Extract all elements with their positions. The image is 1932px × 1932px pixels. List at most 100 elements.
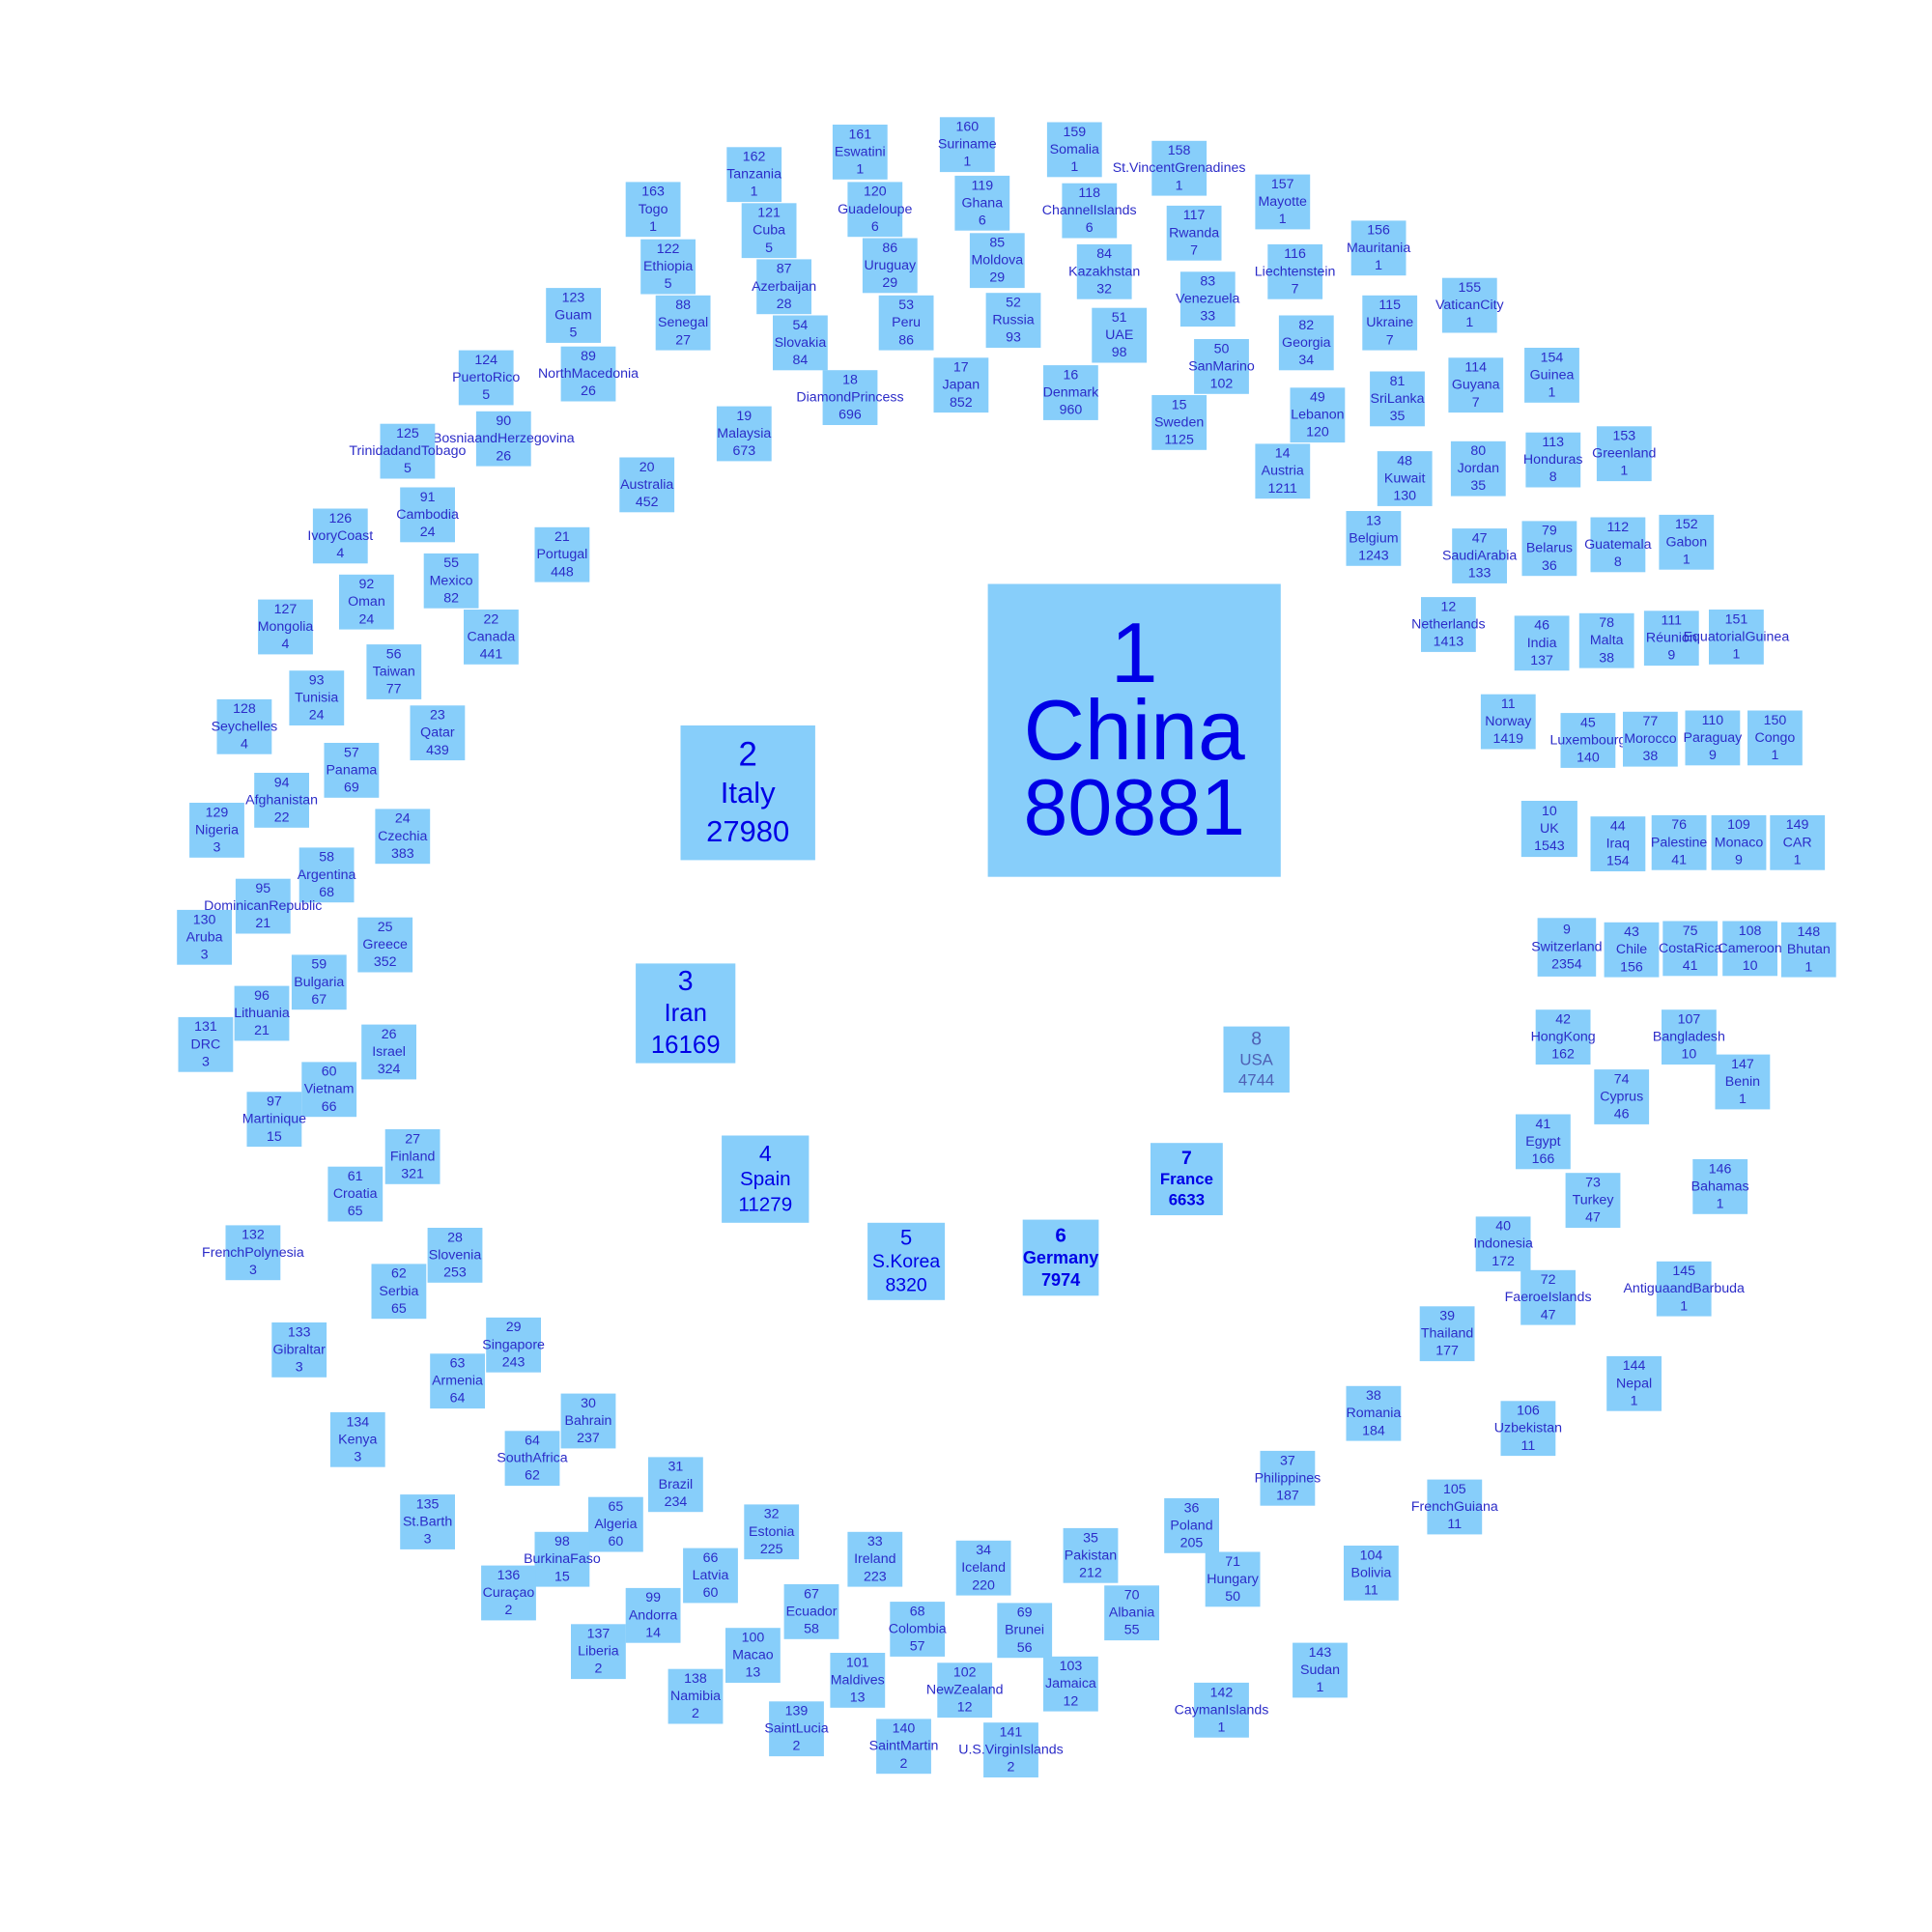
country-square	[571, 1624, 626, 1680]
country-box-16: 16 Denmark 960	[1043, 365, 1099, 420]
country-rank: 52	[1006, 296, 1021, 311]
country-name: Gibraltar	[272, 1342, 326, 1357]
country-rank: 74	[1614, 1071, 1630, 1087]
country-rank: 21	[554, 529, 570, 545]
country-box-63: 63 Armenia 64	[430, 1353, 485, 1409]
country-box-84: 84 Kazakhstan 32	[1068, 243, 1140, 299]
country-rank: 125	[396, 426, 419, 441]
country-value: 441	[480, 646, 503, 662]
country-box-162: 162 Tanzania 1	[726, 147, 781, 203]
country-rank: 68	[910, 1604, 925, 1619]
country-rank: 38	[1366, 1388, 1381, 1404]
country-box-65: 65 Algeria 60	[588, 1496, 643, 1552]
country-rank: 133	[288, 1324, 311, 1340]
country-value: 56	[1017, 1640, 1033, 1656]
country-name: Aruba	[186, 929, 223, 945]
country-value: 212	[1079, 1565, 1102, 1580]
country-box-52: 52 Russia 93	[985, 293, 1041, 348]
country-box-26: 26 Israel 324	[361, 1024, 416, 1080]
country-square	[189, 803, 244, 858]
country-value: 58	[804, 1622, 819, 1637]
country-value: 852	[950, 395, 973, 411]
country-value: 237	[577, 1431, 600, 1446]
country-square	[546, 288, 601, 343]
country-name: FrenchGuiana	[1411, 1499, 1498, 1515]
country-square	[1104, 1585, 1159, 1641]
country-rank: 31	[668, 1460, 684, 1475]
country-name: Poland	[1170, 1518, 1212, 1533]
country-value: 5	[570, 326, 578, 341]
country-value: 156	[1620, 959, 1643, 975]
country-name: Kenya	[338, 1432, 377, 1447]
country-square	[1346, 1385, 1402, 1441]
country-rank: 30	[581, 1396, 596, 1411]
country-rank: 109	[1727, 817, 1750, 833]
country-rank: 79	[1542, 524, 1557, 539]
country-rank: 73	[1585, 1176, 1601, 1191]
country-rank: 60	[322, 1065, 337, 1080]
country-box-47: 47 SaudiArabia 133	[1442, 528, 1517, 583]
country-name: Lithuania	[234, 1006, 290, 1021]
country-value: 3	[201, 947, 209, 962]
country-name: Sweden	[1154, 414, 1204, 430]
country-rank: 116	[1284, 246, 1306, 262]
country-box-147: 147 Benin 1	[1715, 1054, 1771, 1110]
country-rank: 156	[1367, 223, 1390, 239]
country-box-3: 3 Iran 16169	[636, 963, 736, 1064]
country-name: Cambodia	[396, 507, 459, 523]
country-name: CaymanIslands	[1175, 1702, 1269, 1718]
country-rank: 112	[1606, 520, 1629, 535]
country-square	[410, 705, 466, 761]
country-box-83: 83 Venezuela 33	[1176, 271, 1240, 327]
country-rank: 158	[1168, 143, 1191, 158]
country-value: 60	[703, 1585, 719, 1601]
country-rank: 99	[645, 1590, 661, 1605]
country-square	[366, 644, 422, 699]
country-name: Moldova	[971, 253, 1023, 269]
country-value: 324	[378, 1062, 401, 1077]
country-rank: 24	[395, 811, 411, 827]
country-name: Estonia	[749, 1524, 794, 1540]
country-box-126: 126 IvoryCoast 4	[307, 508, 373, 564]
country-rank: 161	[848, 127, 871, 142]
country-square	[1377, 451, 1433, 506]
country-rank: 95	[255, 881, 270, 896]
country-value: 177	[1435, 1344, 1459, 1359]
country-value: 184	[1362, 1423, 1385, 1438]
country-box-105: 105 FrenchGuiana 11	[1411, 1479, 1498, 1535]
country-name: Turkey	[1573, 1193, 1615, 1208]
country-name: Georgia	[1282, 335, 1331, 351]
country-value: 352	[374, 954, 397, 970]
country-value: 1	[1620, 464, 1628, 479]
country-rank: 91	[420, 490, 436, 505]
country-rank: 155	[1458, 280, 1481, 296]
country-square	[1194, 1682, 1249, 1738]
country-value: 120	[1306, 425, 1329, 440]
country-rank: 16	[1064, 367, 1079, 383]
country-name: U.S.VirginIslands	[958, 1743, 1064, 1758]
country-rank: 137	[587, 1627, 611, 1642]
country-name: Chile	[1616, 942, 1647, 957]
country-value: 234	[665, 1494, 688, 1510]
country-box-144: 144 Nepal 1	[1606, 1355, 1662, 1411]
country-value: 383	[391, 846, 414, 862]
country-square	[716, 406, 772, 462]
country-value: 35	[1390, 409, 1406, 424]
country-name: Indonesia	[1473, 1236, 1533, 1252]
country-rank: 53	[898, 298, 914, 313]
country-name: Taiwan	[373, 665, 415, 680]
country-box-141: 141 U.S.VirginIslands 2	[958, 1722, 1064, 1777]
country-value: 38	[1599, 650, 1614, 666]
country-square	[636, 963, 736, 1064]
country-square	[254, 773, 309, 828]
country-rank: 55	[443, 555, 459, 571]
country-box-54: 54 Slovakia 84	[773, 315, 828, 371]
country-value: 1	[1317, 1680, 1324, 1695]
country-value: 162	[1551, 1047, 1575, 1063]
country-name: Cyprus	[1600, 1090, 1643, 1105]
country-value: 1	[856, 162, 864, 178]
country-name: Belgium	[1349, 530, 1398, 546]
